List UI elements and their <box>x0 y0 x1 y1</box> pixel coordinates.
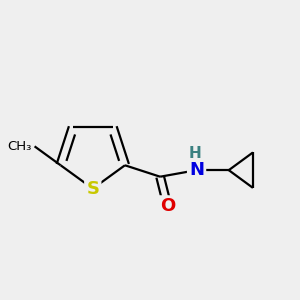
Text: H: H <box>189 146 201 161</box>
Text: O: O <box>160 197 175 215</box>
Text: S: S <box>86 180 99 198</box>
Text: N: N <box>189 161 204 179</box>
Text: CH₃: CH₃ <box>8 140 32 153</box>
